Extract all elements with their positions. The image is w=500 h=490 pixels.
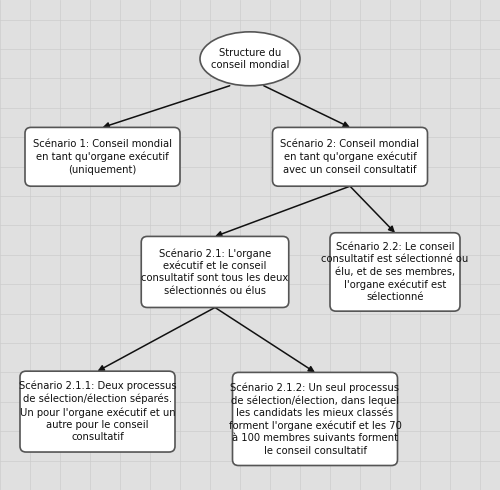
FancyBboxPatch shape (142, 237, 288, 308)
FancyBboxPatch shape (20, 371, 175, 452)
Text: Scénario 2: Conseil mondial
en tant qu'organe exécutif
avec un conseil consultat: Scénario 2: Conseil mondial en tant qu'o… (280, 139, 419, 174)
Text: Scénario 2.1.2: Un seul processus
de sélection/élection, dans lequel
les candida: Scénario 2.1.2: Un seul processus de sél… (228, 382, 402, 456)
FancyBboxPatch shape (272, 127, 428, 186)
Text: Structure du
conseil mondial: Structure du conseil mondial (211, 48, 289, 70)
Text: Scénario 2.1: L'organe
exécutif et le conseil
consultatif sont tous les deux
sél: Scénario 2.1: L'organe exécutif et le co… (142, 248, 288, 296)
FancyBboxPatch shape (232, 372, 398, 465)
FancyBboxPatch shape (25, 127, 180, 186)
Text: Scénario 2.1.1: Deux processus
de sélection/élection séparés.
Un pour l'organe e: Scénario 2.1.1: Deux processus de sélect… (18, 381, 176, 442)
Ellipse shape (200, 32, 300, 86)
Text: Scénario 2.2: Le conseil
consultatif est sélectionné ou
élu, et de ses membres,
: Scénario 2.2: Le conseil consultatif est… (322, 242, 468, 302)
Text: Scénario 1: Conseil mondial
en tant qu'organe exécutif
(uniquement): Scénario 1: Conseil mondial en tant qu'o… (33, 139, 172, 174)
FancyBboxPatch shape (330, 233, 460, 311)
